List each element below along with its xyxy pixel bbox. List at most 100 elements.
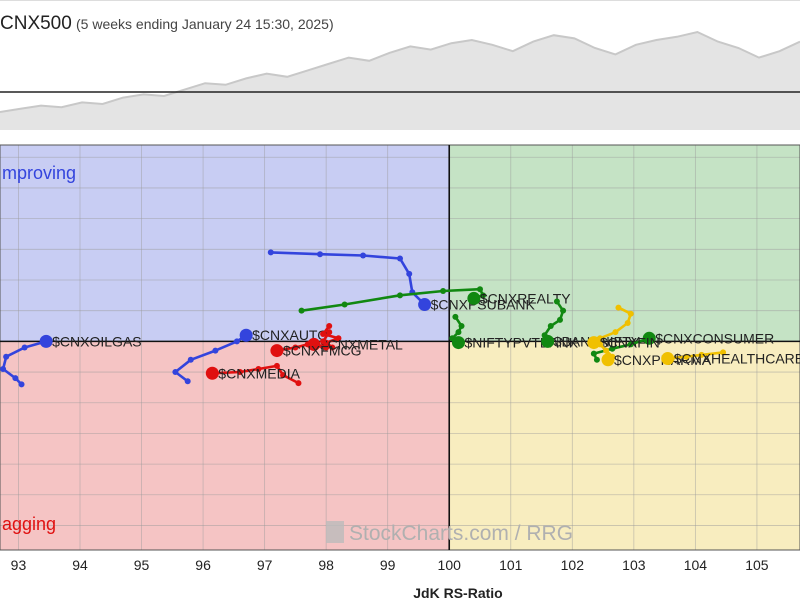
quadrant-label-lagging: agging bbox=[2, 514, 56, 534]
chart-title: CNX500 bbox=[0, 13, 72, 34]
series-tail-point bbox=[212, 347, 219, 354]
benchmark-header: CNX500 (5 weeks ending January 24 15:30,… bbox=[0, 0, 800, 130]
series-tail-point bbox=[627, 341, 634, 348]
series-tail-point bbox=[326, 323, 333, 330]
series-tail-point bbox=[187, 356, 194, 363]
series-label: $CNXAUTO bbox=[252, 327, 328, 343]
series-tail-point bbox=[590, 350, 597, 357]
series-tail-point bbox=[237, 369, 243, 376]
series-tail-point bbox=[455, 329, 462, 336]
series-label: $CNXOILGAS bbox=[52, 333, 141, 349]
series-tail-point bbox=[184, 378, 191, 385]
series-tail-point bbox=[397, 292, 403, 299]
plot-frame bbox=[0, 144, 800, 551]
series-label: $CNXFMCG bbox=[283, 343, 362, 359]
sparkline-line bbox=[0, 30, 800, 113]
series-tail-point bbox=[683, 353, 690, 360]
chart-subtitle: (5 weeks ending January 24 15:30, 2025) bbox=[76, 16, 334, 32]
series-tail-point bbox=[440, 288, 447, 295]
x-tick-label: 98 bbox=[318, 557, 334, 573]
series-label: $CNXCONSUMER bbox=[655, 330, 774, 346]
series-tail-point bbox=[624, 319, 631, 326]
series-label: $CNXMEDIA bbox=[218, 365, 300, 381]
series-label: $CNXHEALTHCARE bbox=[674, 351, 800, 367]
series-tail-point bbox=[547, 323, 554, 330]
series-tail-point bbox=[406, 270, 413, 277]
series-head-point bbox=[642, 331, 656, 345]
series-head-point bbox=[239, 328, 253, 342]
series-tail-point bbox=[18, 381, 25, 388]
watermark-logo-icon bbox=[326, 521, 344, 543]
sparkline-area bbox=[0, 32, 800, 130]
x-axis-title: JdK RS-Ratio bbox=[413, 585, 502, 600]
series-cnxauto: $CNXAUTO bbox=[172, 327, 328, 385]
quadrant-weakening bbox=[449, 341, 800, 550]
series-tail-point bbox=[280, 372, 287, 379]
x-tick-label: 101 bbox=[499, 557, 523, 573]
series-cnxmedia: $CNXMEDIA bbox=[205, 362, 302, 387]
quadrant-lagging bbox=[0, 341, 450, 550]
series-head-point bbox=[661, 352, 675, 366]
series-tail-point bbox=[477, 286, 483, 293]
series-head-point bbox=[451, 336, 465, 350]
series-head-point bbox=[270, 344, 284, 358]
series-tail-point bbox=[560, 307, 567, 314]
series-tail-point bbox=[320, 338, 327, 345]
quadrant-leading bbox=[449, 145, 800, 342]
watermark: StockCharts.com / RRG bbox=[326, 521, 573, 545]
series-tail-point bbox=[603, 347, 610, 354]
series-tail-point bbox=[323, 344, 330, 351]
series-cnxoilgas: $CNXOILGAS bbox=[0, 333, 142, 388]
series-tail-point bbox=[21, 344, 28, 351]
series-tail-point bbox=[698, 351, 705, 358]
series-head-point bbox=[541, 334, 555, 348]
series-tail-point bbox=[329, 344, 336, 351]
series-tail-point bbox=[317, 251, 323, 258]
series-tail-point bbox=[292, 344, 299, 351]
series-tail-point bbox=[12, 375, 19, 382]
series-tail-point bbox=[267, 249, 274, 256]
series-cnxpsubank: $CNXPSUBANK bbox=[267, 249, 536, 313]
x-tick-label: 99 bbox=[380, 557, 396, 573]
benchmark-sparkline bbox=[0, 0, 800, 130]
series-tail-point bbox=[172, 369, 179, 376]
series-cnxfin: $CNXFIN bbox=[587, 304, 660, 351]
quadrant-label-improving: mproving bbox=[2, 163, 76, 183]
series-tail-point bbox=[720, 349, 727, 356]
series-tail-point bbox=[593, 356, 600, 363]
x-tick-label: 93 bbox=[11, 557, 27, 573]
series-head-point bbox=[39, 334, 53, 348]
series-tail-point bbox=[3, 353, 10, 360]
watermark-text: StockCharts.com / RRG bbox=[349, 522, 573, 545]
series-tail-point bbox=[320, 331, 327, 337]
series-tail-point bbox=[615, 304, 622, 311]
quadrant-improving bbox=[0, 145, 450, 342]
series-tail-point bbox=[597, 341, 603, 348]
series-tail-point bbox=[360, 252, 367, 259]
series-tail-point bbox=[326, 329, 333, 336]
x-tick-label: 95 bbox=[134, 557, 150, 573]
series-tail-point bbox=[233, 338, 240, 345]
series-head-point bbox=[205, 366, 219, 380]
series-tail-point bbox=[304, 341, 311, 348]
series-tail-point bbox=[0, 365, 7, 372]
series-label: $CNXREALTY bbox=[480, 290, 571, 306]
series-head-point bbox=[467, 291, 481, 305]
series-tail-point bbox=[452, 313, 459, 320]
series-tail-line bbox=[667, 351, 724, 360]
x-tick-label: 103 bbox=[622, 557, 646, 573]
series-label: $CNXPSUBANK bbox=[431, 297, 536, 313]
series-tail-point bbox=[298, 307, 305, 314]
series-head-point bbox=[601, 353, 615, 367]
series-cnxconsumer: $CNXCONSUMER bbox=[590, 330, 774, 363]
series-tail-point bbox=[609, 345, 616, 352]
series-tail-point bbox=[612, 329, 619, 336]
series-tail-point bbox=[553, 298, 560, 305]
x-tick-label: 97 bbox=[257, 557, 273, 573]
x-tick-label: 105 bbox=[745, 557, 769, 573]
series-tail-point bbox=[627, 310, 634, 317]
series-tail-point bbox=[255, 365, 262, 372]
series-tail-point bbox=[458, 323, 465, 330]
x-tick-label: 96 bbox=[195, 557, 211, 573]
